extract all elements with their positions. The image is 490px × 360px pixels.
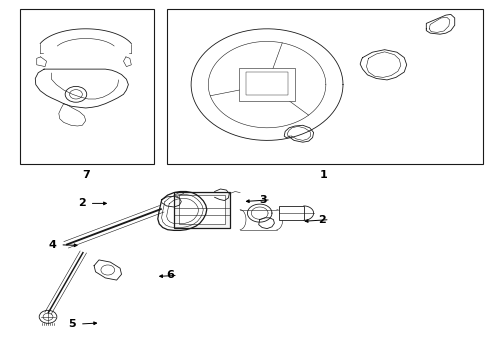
Bar (279, 206, 304, 220)
Bar (179, 195, 225, 224)
Bar (239, 68, 295, 101)
Text: 7: 7 (82, 170, 90, 180)
Bar (246, 72, 288, 95)
Bar (167, 9, 483, 164)
Bar (174, 192, 230, 228)
Bar (20, 9, 154, 164)
Text: 2: 2 (318, 215, 326, 225)
Text: 3: 3 (259, 195, 267, 205)
Text: 5: 5 (68, 319, 76, 329)
Text: 1: 1 (319, 170, 327, 180)
Text: 6: 6 (166, 270, 174, 280)
Text: 2: 2 (78, 198, 86, 208)
Text: 4: 4 (49, 240, 56, 250)
